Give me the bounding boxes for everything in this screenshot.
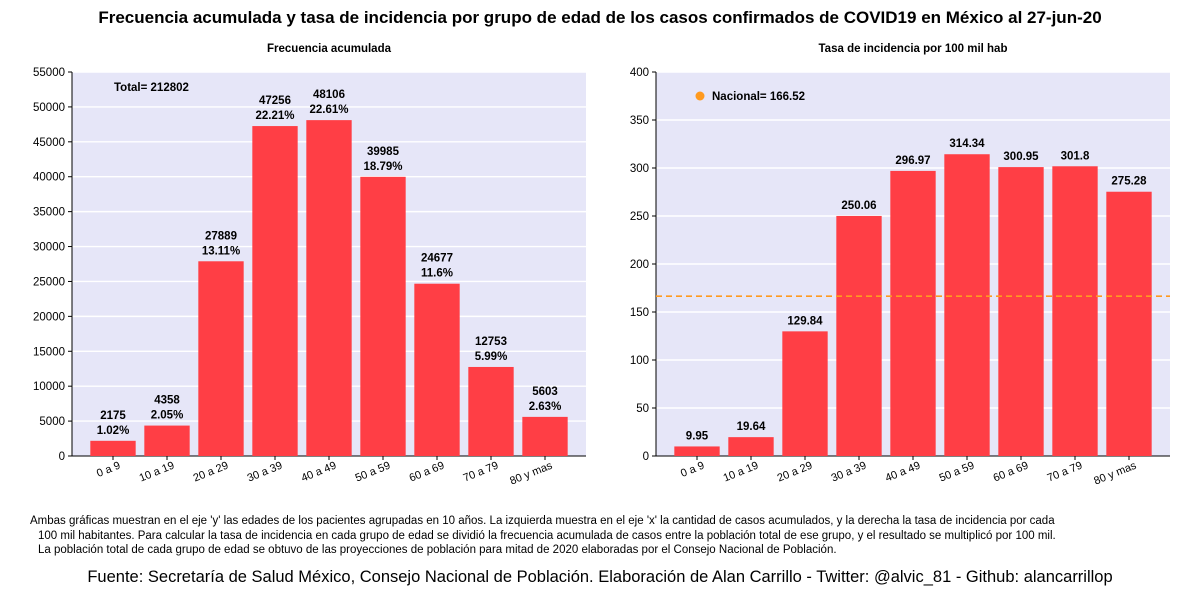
legend-label-nacional: Nacional= 166.52 <box>712 91 805 103</box>
data-label-value: 250.06 <box>841 200 876 212</box>
x-tick-label: 70 a 79 <box>1046 460 1085 485</box>
x-tick-label: 30 a 39 <box>830 460 869 485</box>
bar-40-a-49 <box>890 170 936 456</box>
data-label-value: 2175 <box>100 410 126 422</box>
main-title: Frecuencia acumulada y tasa de incidenci… <box>98 8 1102 27</box>
y-tick-label: 10000 <box>33 381 65 393</box>
footnote-line-3: La población total de cada grupo de edad… <box>38 544 837 556</box>
data-label-value: 314.34 <box>949 138 985 150</box>
footnote-line-1: Ambas gráficas muestran en el eje 'y' la… <box>30 515 1055 527</box>
y-tick-label: 15000 <box>33 346 65 358</box>
bar-70-a-79 <box>468 366 514 456</box>
bar-10-a-19 <box>728 437 774 456</box>
bar-40-a-49 <box>306 120 352 456</box>
bar-60-a-69 <box>414 283 460 456</box>
legend-marker-dot <box>695 91 705 101</box>
x-tick-label: 10 a 19 <box>722 460 761 485</box>
y-tick-label: 250 <box>630 211 649 223</box>
bar-60-a-69 <box>998 167 1044 456</box>
bar-50-a-59 <box>944 154 990 457</box>
data-label-percent: 22.61% <box>309 104 348 116</box>
data-label-value: 27889 <box>205 230 237 242</box>
y-tick-label: 350 <box>630 115 649 127</box>
bar-30-a-39 <box>836 215 882 456</box>
y-tick-label: 150 <box>630 307 649 319</box>
y-tick-label: 300 <box>630 163 649 175</box>
x-tick-label: 0 a 9 <box>679 460 706 480</box>
source-credit: Fuente: Secretaría de Salud México, Cons… <box>87 568 1113 586</box>
footnote: Ambas gráficas muestran en el eje 'y' la… <box>30 514 1180 558</box>
x-tick-label: 40 a 49 <box>884 460 923 485</box>
y-tick-label: 50000 <box>33 102 65 114</box>
y-tick-label: 5000 <box>39 416 65 428</box>
bar-10-a-19 <box>144 425 190 456</box>
total-annotation: Total= 212802 <box>114 82 189 94</box>
data-label-percent: 1.02% <box>97 425 130 437</box>
y-tick-label: 55000 <box>33 67 65 79</box>
data-label-value: 300.95 <box>1003 151 1039 163</box>
data-label-percent: 5.99% <box>475 351 508 363</box>
bar-70-a-79 <box>1052 166 1098 456</box>
bar-30-a-39 <box>252 126 298 456</box>
bar-0-a-9 <box>674 446 720 456</box>
y-tick-label: 0 <box>59 451 65 463</box>
y-tick-label: 40000 <box>33 172 65 184</box>
bar-0-a-9 <box>90 440 136 456</box>
data-label-value: 47256 <box>259 95 291 107</box>
bar-50-a-59 <box>360 176 406 456</box>
bar-80-y-mas <box>522 416 568 456</box>
data-label-percent: 2.63% <box>529 401 562 413</box>
footnote-line-2: 100 mil habitantes. Para calcular la tas… <box>38 529 1056 542</box>
y-tick-label: 20000 <box>33 311 65 323</box>
x-tick-label: 80 y mas <box>1092 459 1138 487</box>
data-label-value: 19.64 <box>737 421 766 433</box>
y-tick-label: 0 <box>643 451 649 463</box>
data-label-value: 24677 <box>421 253 453 265</box>
x-tick-label: 50 a 59 <box>938 460 977 485</box>
data-label-value: 9.95 <box>686 430 709 442</box>
data-label-value: 5603 <box>532 386 558 398</box>
y-tick-label: 50 <box>636 403 649 415</box>
bar-80-y-mas <box>1106 191 1152 456</box>
data-label-value: 301.8 <box>1061 150 1090 162</box>
data-label-value: 296.97 <box>895 155 930 167</box>
data-label-percent: 2.05% <box>151 410 184 422</box>
bar-20-a-29 <box>198 261 244 456</box>
bar-20-a-29 <box>782 331 828 456</box>
data-label-percent: 13.11% <box>202 245 240 257</box>
y-tick-label: 45000 <box>33 137 65 149</box>
y-tick-label: 30000 <box>33 242 65 254</box>
chart-title: Frecuencia acumulada <box>267 43 392 55</box>
data-label-percent: 22.21% <box>255 110 294 122</box>
y-tick-label: 200 <box>630 259 649 271</box>
chart-title: Tasa de incidencia por 100 mil hab <box>819 43 1008 55</box>
x-tick-label: 60 a 69 <box>992 460 1031 485</box>
y-tick-label: 25000 <box>33 276 65 288</box>
data-label-value: 275.28 <box>1111 176 1147 188</box>
data-label-value: 4358 <box>154 395 180 407</box>
data-label-value: 129.84 <box>787 315 823 327</box>
data-label-value: 12753 <box>475 336 507 348</box>
y-tick-label: 100 <box>630 355 649 367</box>
data-label-value: 48106 <box>313 89 345 101</box>
data-label-percent: 18.79% <box>363 161 402 173</box>
data-label-percent: 11.6% <box>421 268 453 280</box>
y-tick-label: 35000 <box>33 207 65 219</box>
data-label-value: 39985 <box>367 146 400 158</box>
x-tick-label: 20 a 29 <box>776 460 815 485</box>
y-tick-label: 400 <box>630 67 649 79</box>
